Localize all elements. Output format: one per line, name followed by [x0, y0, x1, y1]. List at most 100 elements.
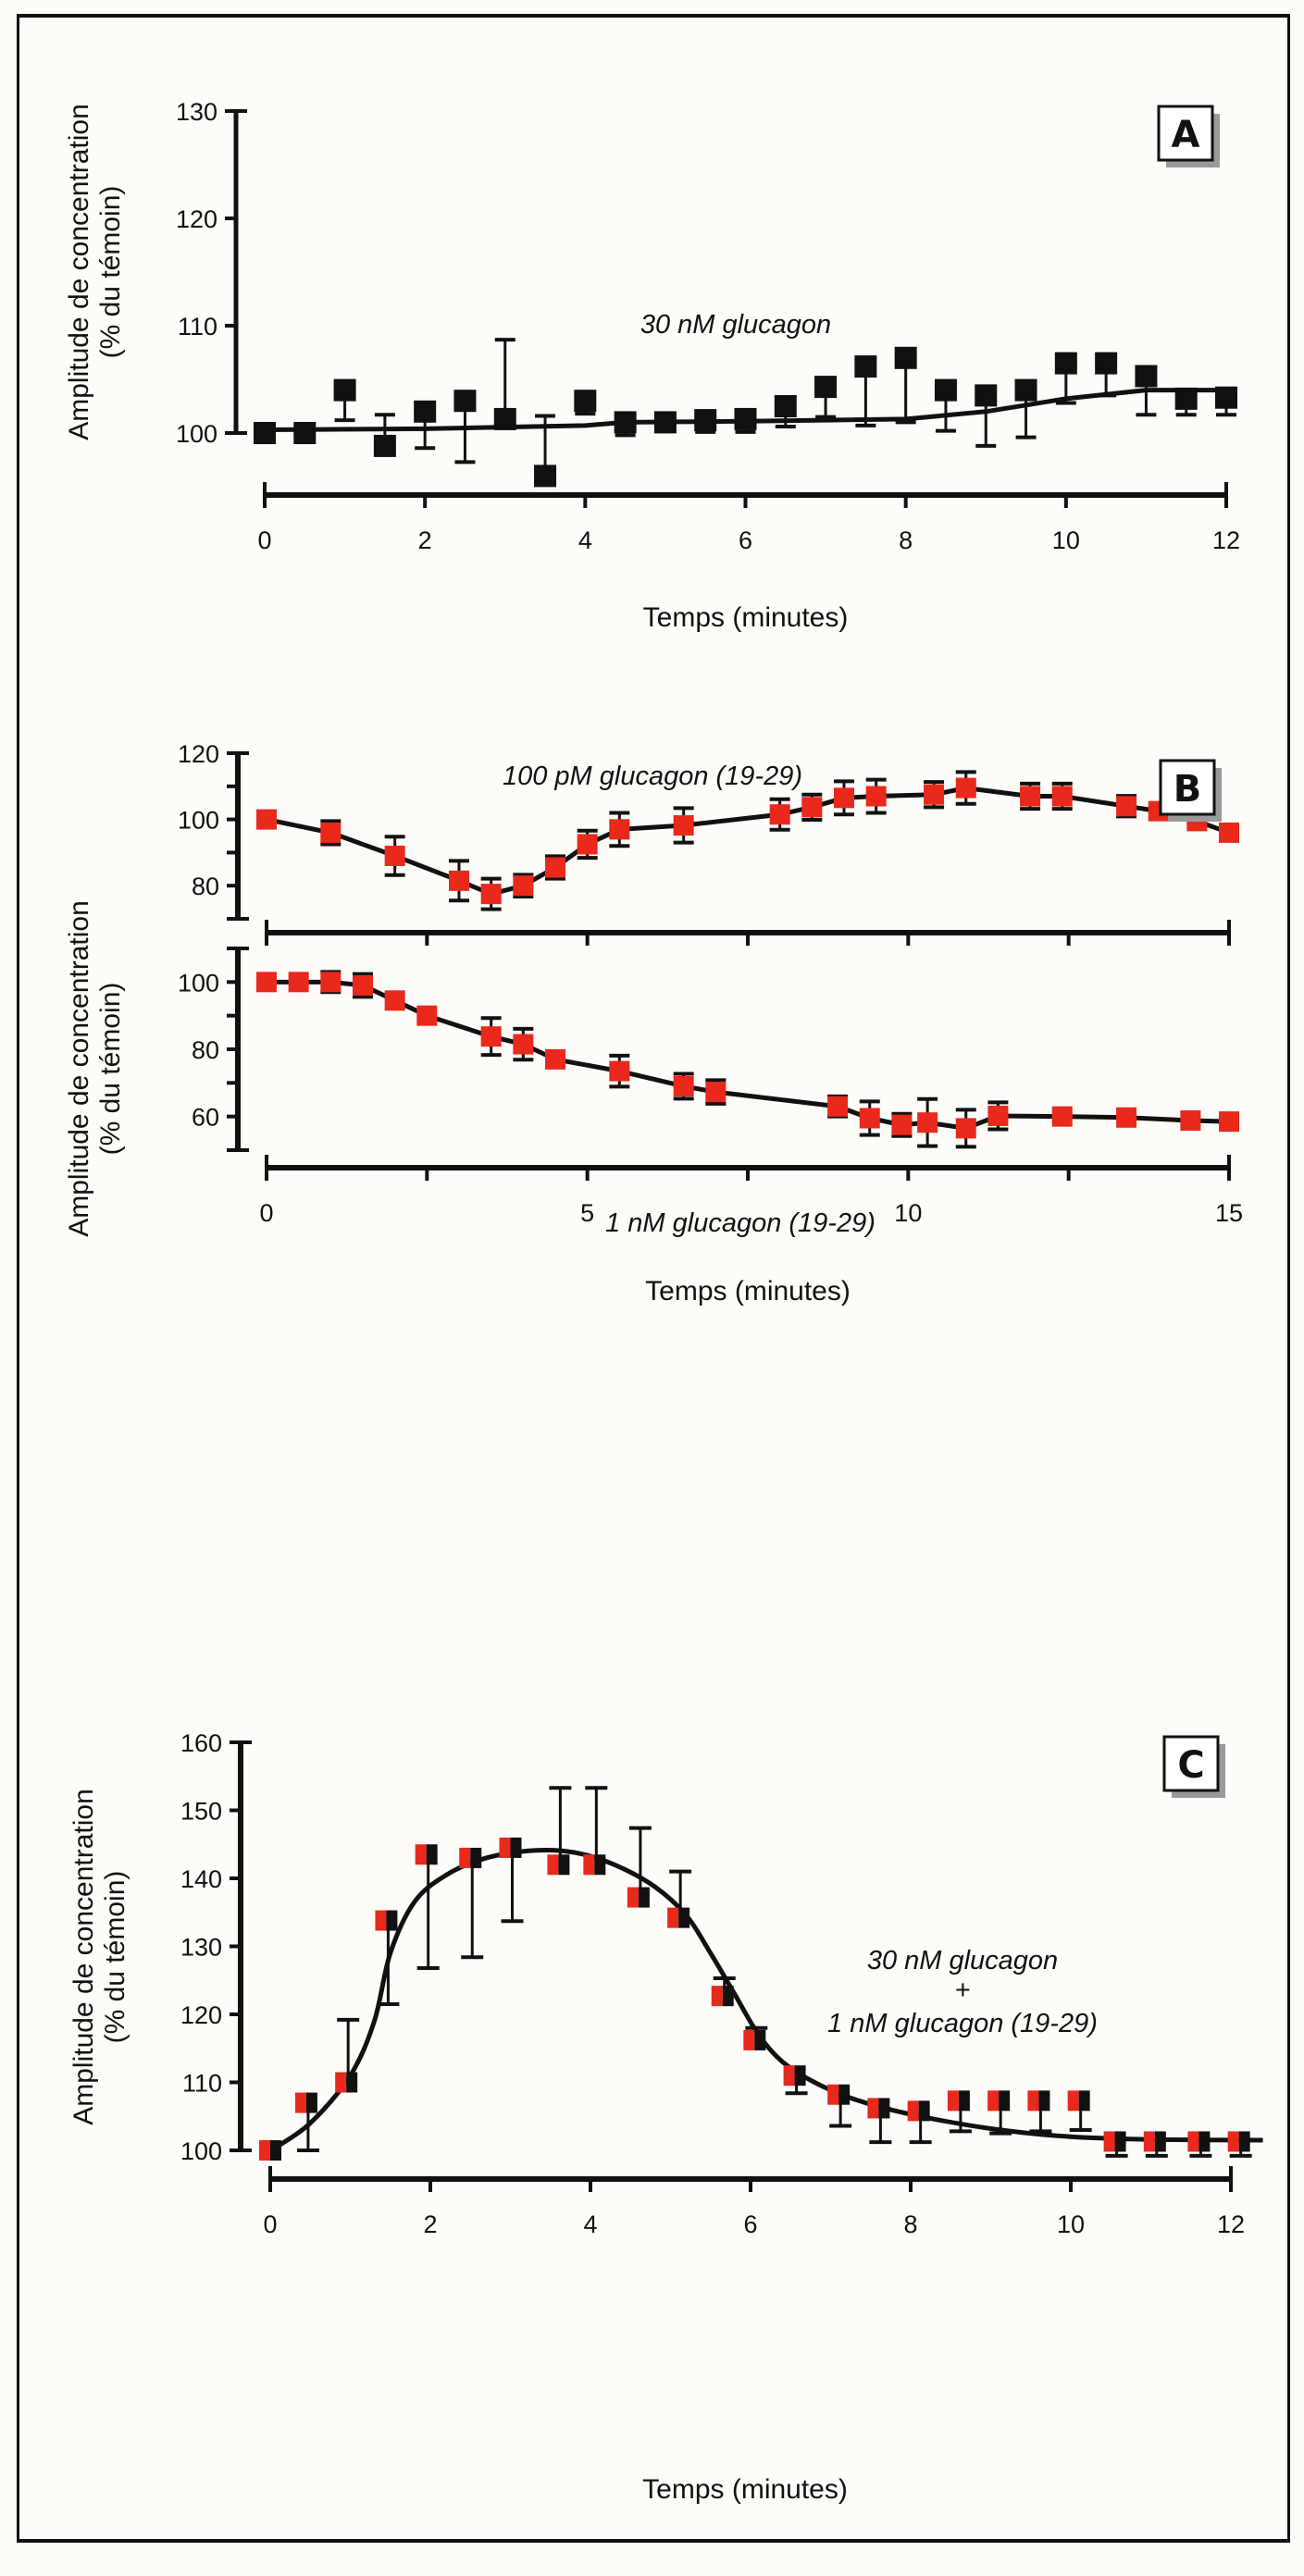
data-point: [917, 1112, 938, 1133]
data-point: [574, 390, 597, 413]
data-point-black-half: [1154, 2131, 1166, 2152]
data-point-red-half: [947, 2090, 959, 2112]
data-point-black-half: [878, 2098, 890, 2119]
data-point-black-half: [958, 2090, 970, 2112]
x-tick-label: 6: [743, 2211, 757, 2238]
x-tick-label: 12: [1217, 2211, 1245, 2238]
y-tick-label: 150: [180, 1798, 222, 1826]
y-axis-title-line2: (% du témoin): [95, 186, 126, 359]
panel-b-bottom: 60 80 100 0 5 10 15: [178, 947, 1243, 1227]
data-point-black-half: [558, 1854, 570, 1876]
data-point-red-half: [711, 1986, 723, 2007]
series-annotation-line1: 30 nM glucagon: [867, 1946, 1058, 1975]
data-point: [1051, 786, 1073, 807]
data-point: [1135, 365, 1158, 388]
data-point-red-half: [294, 2092, 306, 2113]
data-point-red-half: [1027, 2090, 1039, 2112]
panel-badge-letter: A: [1172, 114, 1200, 156]
data-point: [907, 2100, 930, 2122]
y-axis-title-line1: Amplitude de concentration: [68, 1789, 99, 2125]
data-point: [480, 884, 502, 905]
data-point: [1095, 352, 1118, 375]
data-point: [545, 1048, 565, 1070]
data-point-red-half: [259, 2140, 270, 2161]
y-tick-label: 130: [176, 98, 217, 126]
fit-curve: [272, 1847, 1263, 2150]
data-point-black-half: [999, 2090, 1011, 2112]
y-axis-title: Amplitude de concentration(% du témoin): [68, 1789, 130, 2125]
data-point-red-half: [335, 2072, 347, 2093]
data-point: [577, 834, 598, 855]
data-point-black-half: [1114, 2131, 1126, 2152]
panel-badge-box: [1159, 759, 1216, 816]
data-point-red-half: [1067, 2090, 1079, 2112]
data-point: [256, 809, 277, 830]
panel-badge-box: [1157, 105, 1214, 162]
data-point-black-half: [1038, 2090, 1050, 2112]
data-point-red-half: [1103, 2131, 1115, 2152]
data-point: [854, 355, 877, 378]
data-point-black-half: [678, 1907, 690, 1928]
data-point: [734, 407, 757, 430]
x-tick-label: 0: [259, 1199, 273, 1227]
data-point: [801, 797, 823, 818]
x-tick-label: 5: [580, 1199, 594, 1227]
y-tick-label: 100: [178, 807, 219, 835]
x-tick-label: 4: [583, 2211, 597, 2238]
x-tick-label: 6: [739, 526, 752, 554]
data-point-black-half: [722, 1986, 734, 2007]
series-line: [266, 786, 1230, 897]
data-point: [859, 1108, 880, 1129]
data-point: [774, 395, 797, 417]
data-point: [834, 787, 854, 809]
data-point-black-half: [918, 2100, 930, 2122]
data-point: [924, 784, 945, 805]
data-point: [1215, 386, 1237, 409]
data-point: [955, 777, 976, 799]
panel-a: Amplitude de concentration(% du témoin) 1…: [64, 98, 1240, 633]
y-axis-title-line2: (% du témoin): [100, 1871, 130, 2044]
data-point-red-half: [583, 1854, 595, 1876]
data-point: [256, 972, 277, 993]
data-point: [1054, 352, 1077, 375]
data-point: [415, 1844, 438, 1865]
data-point: [1014, 378, 1037, 402]
data-point: [667, 1907, 690, 1928]
data-point: [288, 972, 309, 993]
series-annotation: 30 nM glucagon: [640, 310, 831, 340]
data-point: [1067, 2090, 1090, 2112]
data-point: [894, 346, 917, 369]
panel-b: 80 100 120 60 80 100 0 5 10 15 100 pM glucagon (19…: [64, 740, 1243, 1307]
x-tick-label: 8: [903, 2211, 917, 2238]
data-point: [1180, 1110, 1201, 1132]
y-axis-title-line1: Amplitude de concentration: [64, 900, 94, 1237]
y-axis-title: Amplitude de concentration(% du témoin): [64, 900, 126, 1237]
data-point-red-half: [1227, 2131, 1239, 2152]
figure-frame: [17, 14, 1290, 2543]
data-point: [375, 1910, 398, 1931]
series-annotation-line2: +: [955, 1975, 971, 2005]
series-annotation-line3: 1 nM glucagon (19-29): [827, 2009, 1098, 2038]
data-point-black-half: [1238, 2131, 1250, 2152]
data-point: [333, 378, 356, 402]
data-point: [416, 1005, 438, 1026]
data-point-red-half: [907, 2100, 919, 2122]
y-tick-label: 120: [180, 2001, 222, 2029]
panel-badge-letter: B: [1174, 768, 1202, 811]
x-tick-label: 4: [578, 526, 592, 554]
data-point-red-half: [547, 1854, 559, 1876]
data-point: [384, 845, 405, 866]
x-axis-title: Temps (minutes): [643, 602, 849, 633]
data-point: [987, 1105, 1009, 1126]
data-point-black-half: [1198, 2131, 1211, 2152]
data-point-black-half: [638, 1887, 650, 1908]
data-point: [254, 422, 276, 444]
data-point: [293, 422, 317, 444]
x-tick-label: 0: [263, 2211, 277, 2238]
data-point-red-half: [987, 2090, 1000, 2112]
y-tick-label: 130: [180, 1934, 222, 1962]
x-tick-label: 15: [1215, 1199, 1243, 1227]
data-point: [867, 2098, 890, 2119]
data-point: [987, 2090, 1011, 2112]
data-point-black-half: [594, 1854, 606, 1876]
